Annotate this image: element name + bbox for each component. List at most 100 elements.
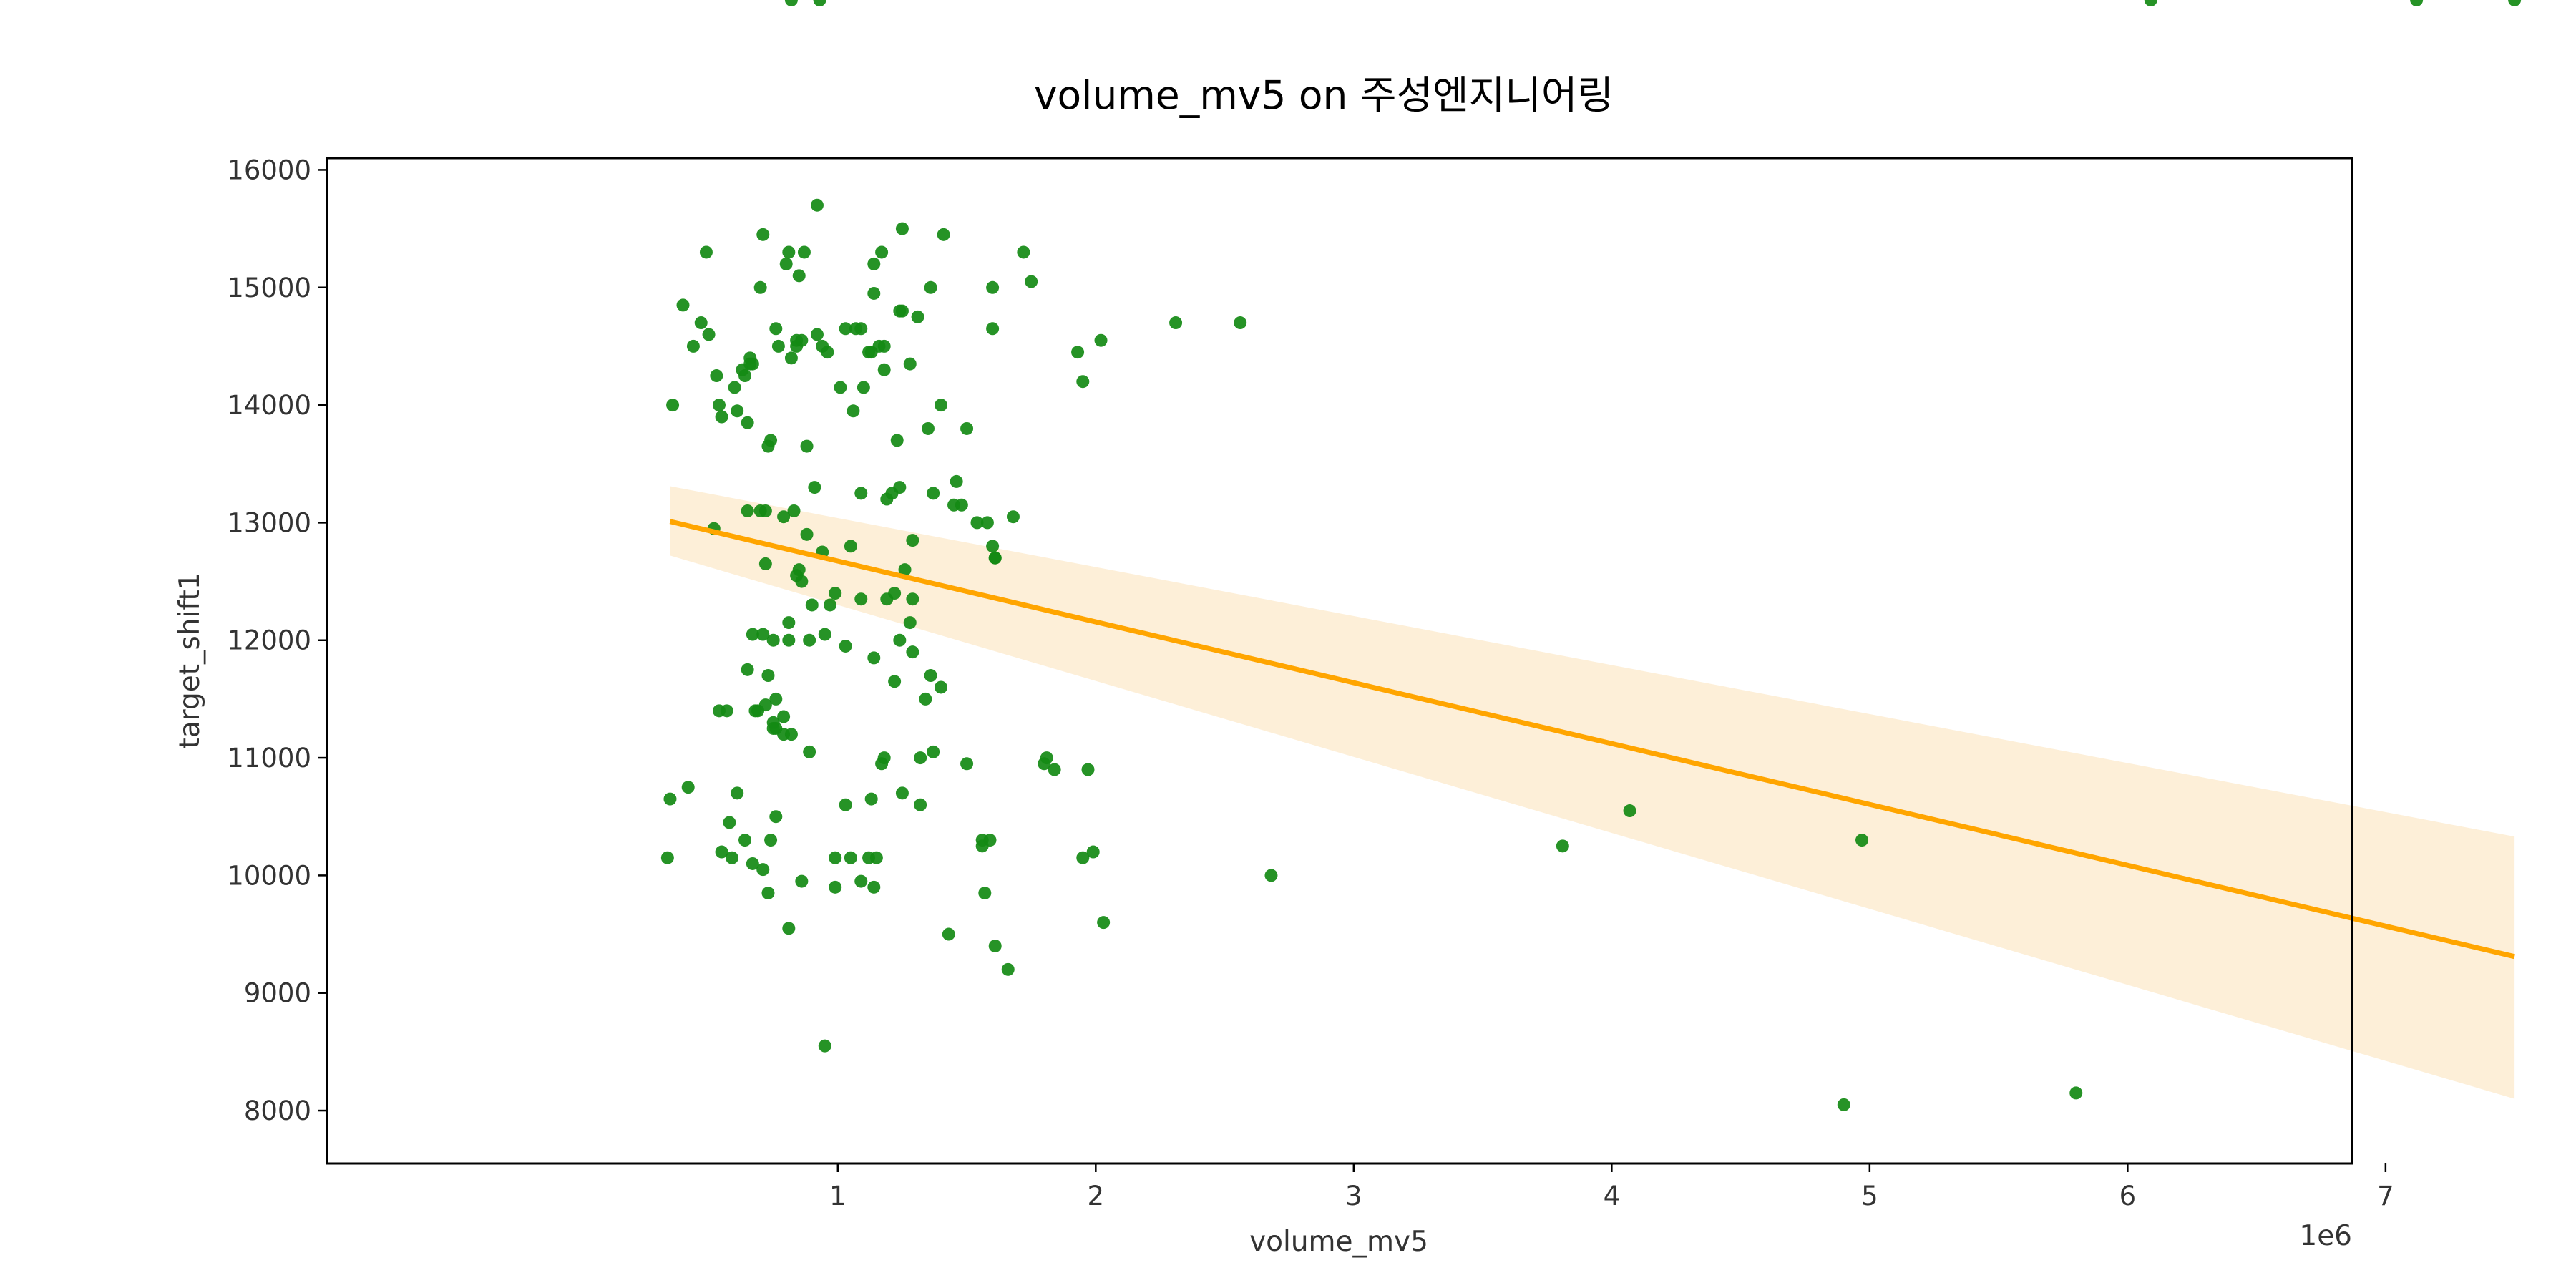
data-point: [937, 228, 950, 241]
data-point: [699, 245, 713, 259]
x-axis: 1 2 3 4 5 6 7: [829, 1163, 2394, 1211]
data-point: [800, 527, 814, 541]
data-point: [746, 357, 759, 371]
data-point: [986, 322, 1000, 336]
y-tick-label: 10000: [227, 860, 311, 891]
data-points: [660, 0, 2522, 1111]
data-point: [914, 798, 927, 811]
data-point: [862, 346, 876, 359]
data-point: [921, 421, 935, 435]
data-point: [810, 198, 824, 212]
x-tick-label: 3: [1345, 1181, 1362, 1211]
data-point: [980, 516, 994, 530]
x-tick-label: 4: [1604, 1181, 1621, 1211]
data-point: [803, 633, 816, 647]
data-point: [1094, 333, 1108, 347]
data-point: [771, 339, 785, 353]
data-point: [803, 745, 816, 758]
data-point: [834, 381, 847, 394]
data-point: [890, 434, 904, 447]
data-point: [1006, 510, 1020, 524]
data-point: [903, 357, 917, 371]
data-point: [756, 863, 770, 877]
data-point: [782, 922, 796, 935]
data-point: [782, 616, 796, 630]
data-point: [869, 851, 883, 864]
x-tick-label: 1: [829, 1181, 847, 1211]
data-point: [880, 592, 894, 606]
data-point: [854, 487, 868, 500]
data-point: [723, 816, 736, 829]
y-axis-label: target_shift1: [174, 572, 206, 748]
data-point: [1048, 763, 1061, 776]
data-point: [1071, 346, 1085, 359]
confidence-band: [670, 486, 2515, 1099]
data-point: [1837, 1098, 1850, 1111]
data-point: [1234, 316, 1247, 330]
data-point: [800, 439, 814, 453]
data-point: [787, 504, 801, 517]
data-point: [877, 363, 891, 376]
data-point: [844, 851, 857, 864]
data-point: [942, 927, 955, 941]
data-point: [986, 540, 1000, 553]
data-point: [983, 834, 997, 847]
data-point: [764, 834, 778, 847]
data-point: [731, 404, 744, 418]
data-point: [738, 369, 752, 383]
data-point: [779, 257, 793, 270]
data-point: [829, 880, 842, 894]
data-point: [805, 598, 819, 612]
y-tick-label: 8000: [244, 1096, 311, 1126]
data-point: [1025, 275, 1038, 288]
data-point: [903, 616, 917, 630]
y-tick-label: 15000: [227, 273, 311, 303]
y-tick-label: 11000: [227, 743, 311, 774]
data-point: [686, 339, 700, 353]
data-point: [2410, 0, 2424, 6]
data-point: [1556, 839, 1569, 853]
chart-title: volume_mv5 on 주성엔지니어링: [1034, 72, 1614, 118]
data-point: [911, 310, 924, 323]
data-point: [761, 887, 775, 900]
data-point: [753, 280, 767, 294]
y-tick-label: 16000: [227, 155, 311, 185]
data-point: [663, 792, 677, 806]
data-point: [1040, 751, 1053, 765]
data-point: [1001, 962, 1015, 976]
data-point: [970, 516, 984, 530]
data-point: [914, 751, 927, 765]
data-point: [924, 280, 937, 294]
x-axis-label: volume_mv5: [1249, 1226, 1428, 1258]
data-point: [960, 757, 974, 771]
data-point: [1076, 375, 1090, 389]
data-point: [935, 399, 948, 412]
data-point: [1097, 916, 1111, 930]
data-point: [893, 633, 907, 647]
data-point: [895, 304, 909, 318]
data-point: [978, 887, 992, 900]
y-tick-label: 12000: [227, 625, 311, 656]
data-point: [676, 298, 690, 312]
data-point: [728, 381, 741, 394]
data-point: [895, 786, 909, 800]
data-point: [769, 810, 783, 824]
data-point: [947, 498, 961, 512]
data-point: [784, 0, 798, 6]
data-point: [919, 692, 932, 706]
data-point: [790, 569, 804, 582]
data-point: [702, 328, 716, 341]
data-point: [867, 651, 881, 665]
y-axis: 8000 9000 10000 11000 12000 13000 14000 15000 16…: [227, 155, 327, 1126]
data-point: [795, 874, 809, 888]
data-point: [1076, 851, 1090, 864]
data-point: [927, 487, 940, 500]
data-point: [885, 487, 899, 500]
x-axis-offset-label: 1e6: [2299, 1220, 2352, 1252]
data-point: [839, 639, 852, 653]
data-point: [777, 710, 791, 723]
data-point: [2069, 1086, 2083, 1100]
data-point: [1081, 763, 1095, 776]
x-tick-label: 6: [2119, 1181, 2137, 1211]
